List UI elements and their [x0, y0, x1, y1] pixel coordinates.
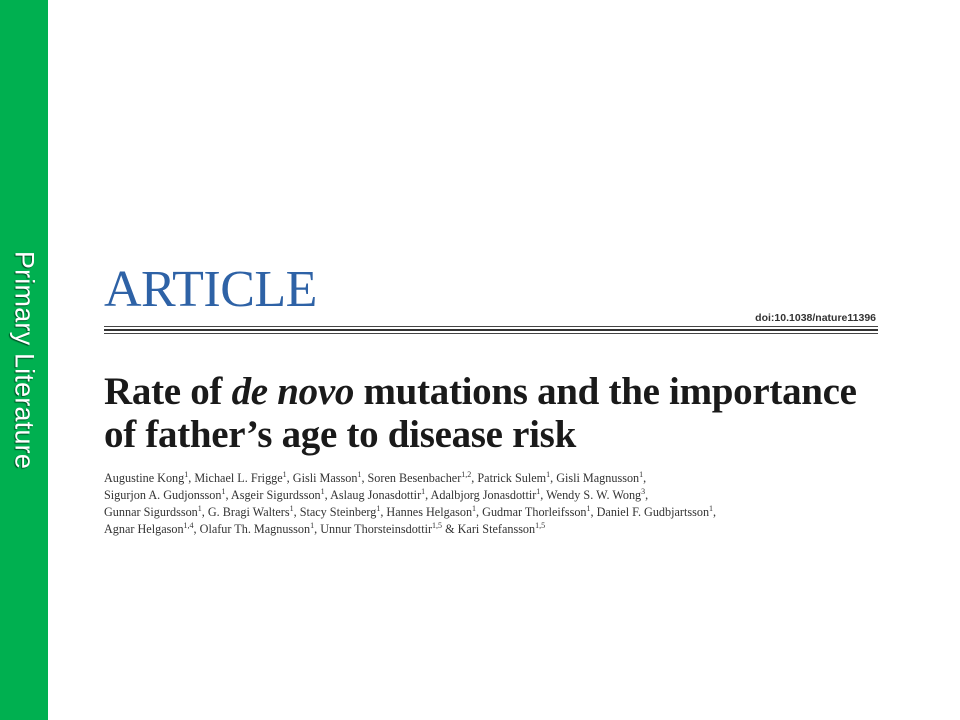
author-affiliation: 3: [641, 486, 646, 496]
author-name: Adalbjorg Jonasdottir: [430, 488, 537, 502]
author-list: Augustine Kong1, Michael L. Frigge1, Gis…: [104, 469, 717, 536]
article-header: ARTICLE doi:10.1038/nature11396 Rate of …: [104, 261, 878, 536]
author-affiliation: 1: [310, 520, 315, 530]
author-name: Olafur Th. Magnusson: [199, 522, 311, 536]
author-affiliation: 1: [546, 469, 551, 479]
author-name: Gudmar Thorleifsson: [482, 505, 587, 519]
author-name: Sigurjon A. Gudjonsson: [104, 488, 222, 502]
author-name: Soren Besenbacher: [367, 471, 462, 485]
author-affiliation: 1: [357, 469, 362, 479]
author-affiliation: 1: [289, 503, 294, 513]
section-heading: ARTICLE: [104, 261, 317, 318]
author-name: Daniel F. Gudbjartsson: [596, 505, 710, 519]
sidebar-label: Primary Literature: [9, 250, 40, 470]
author-affiliation: 1,4: [183, 520, 194, 530]
header-rules: [104, 326, 878, 336]
rule-line: [104, 326, 878, 327]
author-name: Aslaug Jonasdottir: [330, 488, 422, 502]
author-name: Asgeir Sigurdsson: [230, 488, 321, 502]
author-name: Gunnar Sigurdsson: [104, 505, 198, 519]
author-name: Patrick Sulem: [477, 471, 547, 485]
author-affiliation: 1: [282, 469, 287, 479]
author-name: Unnur Thorsteinsdottir: [320, 522, 433, 536]
author-name: Michael L. Frigge: [194, 471, 283, 485]
author-affiliation: 1: [709, 503, 714, 513]
author-affiliation: 1: [472, 503, 477, 513]
title-part-1: Rate of: [104, 370, 232, 413]
author-name: Kari Stefansson: [457, 522, 536, 536]
author-affiliation: 1: [639, 469, 644, 479]
author-affiliation: 1,2: [461, 469, 472, 479]
author-name: Augustine Kong: [104, 471, 185, 485]
article-title: Rate of de novo mutations and the import…: [104, 370, 884, 456]
title-part-2: mutations and the importance of father’s…: [104, 370, 857, 456]
author-name: Wendy S. W. Wong: [546, 488, 642, 502]
doi-label: doi:10.1038/nature11396: [755, 312, 876, 324]
author-affiliation: 1: [197, 503, 202, 513]
author-name: Hannes Helgason: [386, 505, 473, 519]
author-affiliation: 1: [536, 486, 541, 496]
author-affiliation: 1: [376, 503, 381, 513]
author-affiliation: 1,5: [535, 520, 546, 530]
author-affiliation: 1: [320, 486, 325, 496]
title-italic: de novo: [231, 370, 355, 413]
author-name: Stacy Steinberg: [299, 505, 377, 519]
author-name: Gisli Magnusson: [556, 471, 640, 485]
sidebar-band: Primary Literature: [0, 0, 48, 720]
author-affiliation: 1,5: [432, 520, 443, 530]
rule-line: [104, 333, 878, 334]
author-name: Gisli Masson: [292, 471, 358, 485]
author-name: Agnar Helgason: [104, 522, 184, 536]
author-affiliation: 1: [221, 486, 226, 496]
author-affiliation: 1: [421, 486, 426, 496]
author-affiliation: 1: [184, 469, 189, 479]
author-name: G. Bragi Walters: [207, 505, 290, 519]
rule-line: [104, 329, 878, 331]
author-affiliation: 1: [586, 503, 591, 513]
